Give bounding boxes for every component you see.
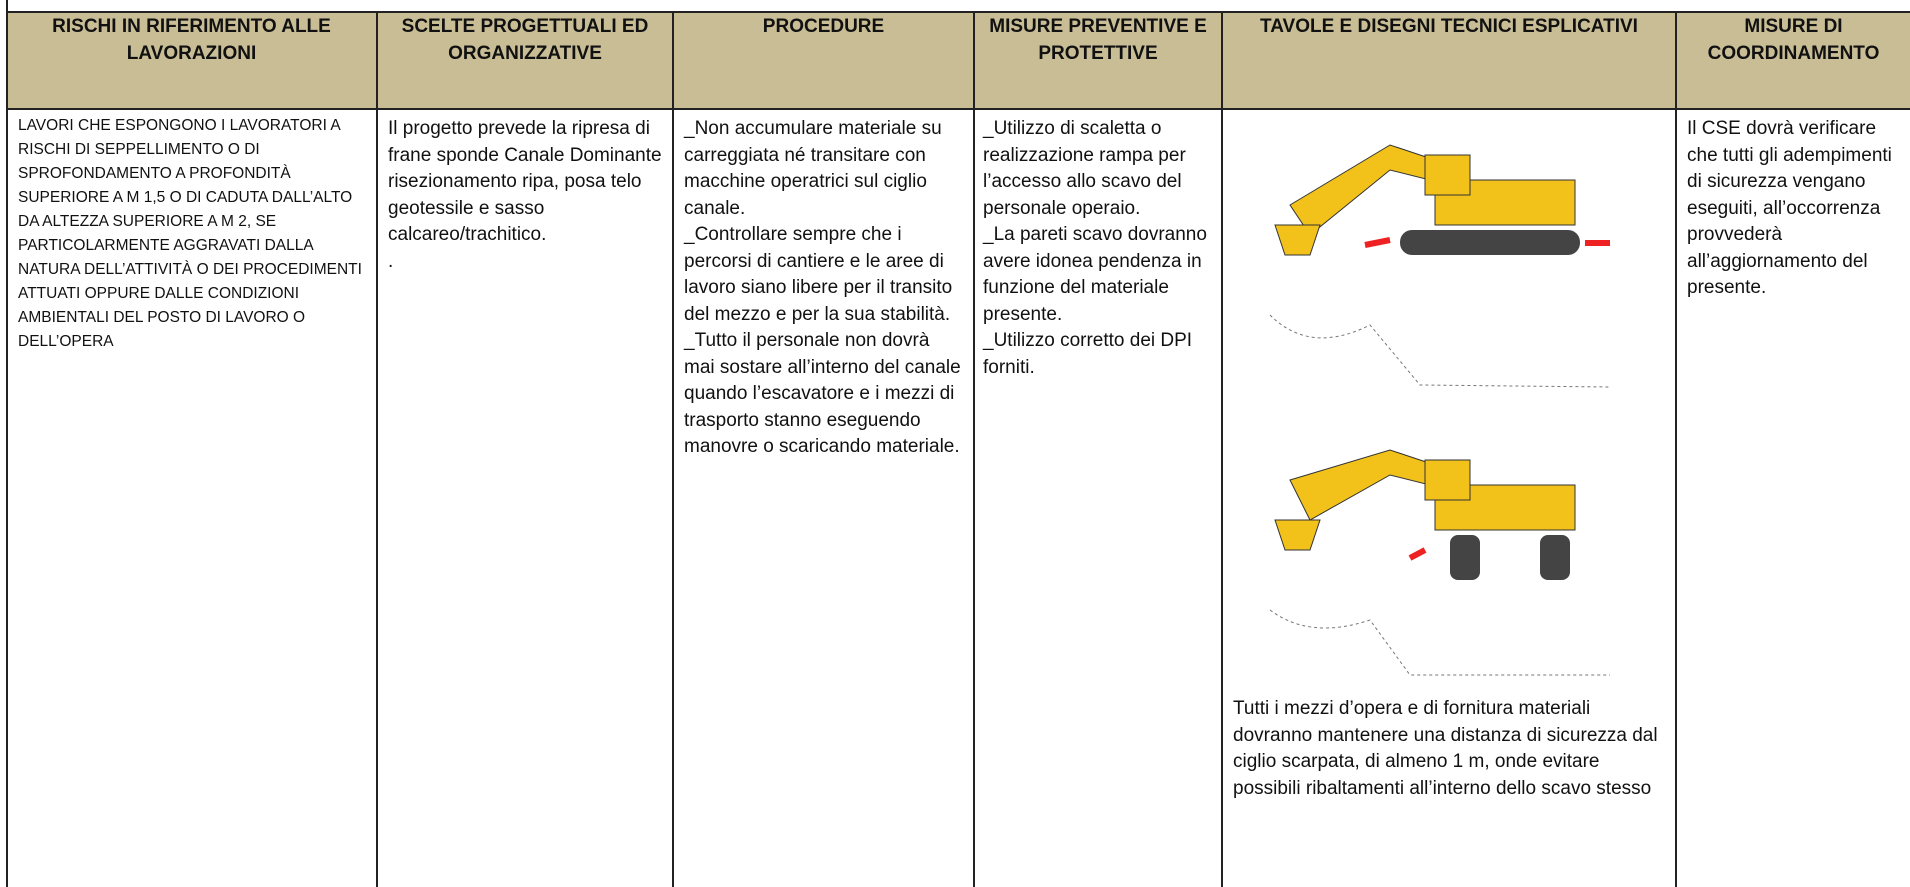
text: Tutti i mezzi d’opera e di fornitura mat… [1233,698,1658,799]
column-header: TAVOLE E DISEGNI TECNICI ESPLICATIVI [1223,13,1675,108]
border [376,11,378,887]
procedures-cell: _Non accumulare materiale su carreggiata… [674,116,973,461]
text: LAVORI CHE ESPONGONO I LAVORATORI A RISC… [18,117,362,350]
text: _Controllare sempre che i percorsi di ca… [684,224,953,325]
coordination-cell: Il CSE dovrà verificare che tutti gli ad… [1677,116,1910,302]
column-header: MISURE PREVENTIVE E PROTETTIVE [975,13,1221,108]
text: _Tutto il personale non dovrà mai sostar… [684,330,961,457]
text: _Utilizzo di scaletta o realizzazione ra… [983,118,1186,219]
text: . [388,250,394,272]
drawings-cell: Tutti i mezzi d’opera e di fornitura mat… [1223,696,1675,802]
excavator-illustration [1269,144,1611,388]
text: _Utilizzo corretto dei DPI forniti. [983,330,1193,378]
choices-cell: Il progetto prevede la ripresa di frane … [378,116,672,275]
column-header: PROCEDURE [674,13,973,108]
risk-cell: LAVORI CHE ESPONGONO I LAVORATORI A RISC… [8,114,376,354]
text: Il CSE dovrà verificare che tutti gli ad… [1687,118,1892,298]
text: Il progetto prevede la ripresa di frane … [388,118,662,245]
text: _La pareti scavo dovranno avere idonea p… [983,224,1207,325]
border [6,0,8,887]
column-header: MISURE DI COORDINAMENTO [1677,13,1910,108]
border [1221,11,1223,887]
text: _Non accumulare materiale su carreggiata… [684,118,942,219]
measures-cell: _Utilizzo di scaletta o realizzazione ra… [975,116,1221,381]
column-header: SCELTE PROGETTUALI ED ORGANIZZATIVE [378,13,672,108]
column-header: RISCHI IN RIFERIMENTO ALLE LAVORAZIONI [7,13,376,108]
border [672,11,674,887]
border [6,108,1910,110]
border [6,11,1910,13]
border [1675,11,1677,887]
excavator-illustration [1269,449,1610,676]
border [973,11,975,887]
